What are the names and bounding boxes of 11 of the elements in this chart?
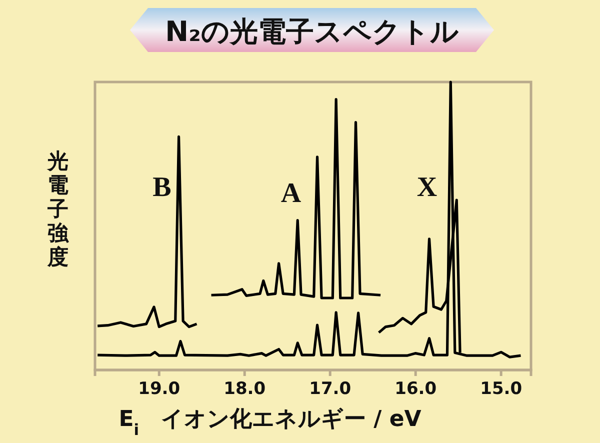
text: E$_{i}$ イオン化エネルギー / eV: [118, 407, 422, 439]
x-tick-label: 17.0: [309, 379, 352, 400]
annotation: X: [416, 172, 438, 203]
x-tick-label: 16.0: [394, 379, 437, 400]
x-tick-label: 15.0: [480, 379, 522, 400]
chart-title: N₂の光電子スペクトル: [165, 15, 459, 48]
annotation: B: [152, 172, 172, 203]
annotation: A: [280, 178, 302, 209]
y-axis-title: 光電子強度: [46, 149, 70, 269]
x-tick-label: 19.0: [138, 379, 180, 400]
x-tick-label: 18.0: [224, 379, 266, 400]
